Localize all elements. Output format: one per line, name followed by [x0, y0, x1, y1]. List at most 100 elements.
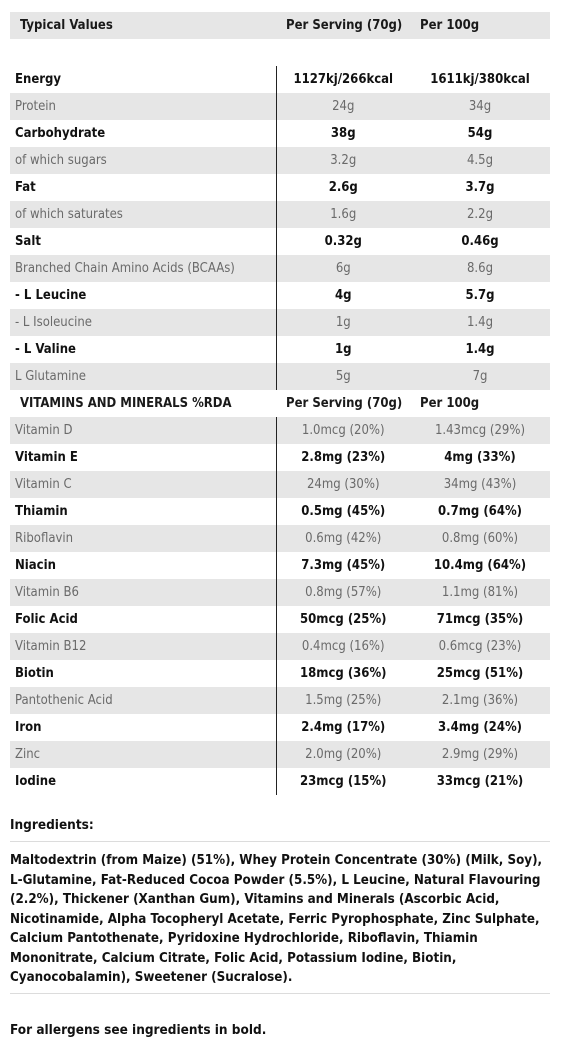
per-serving-value: 3.2g [275, 147, 410, 174]
per-serving-value: 2.6g [275, 174, 410, 201]
per-serving-value: 2.8mg (23%) [275, 444, 410, 471]
per-100g-value: 7g [410, 363, 550, 390]
nutrient-name: Riboflavin [10, 525, 276, 552]
per-100g-value: 8.6g [410, 255, 550, 282]
per-100g-value: 1.4g [465, 342, 495, 357]
allergen-note: For allergens see ingredients in bold. [10, 1022, 267, 1038]
nutrient-name: Zinc [10, 741, 276, 768]
ingredients-divider [10, 841, 550, 842]
table-row: Vitamin B6 0.8mg (57%) 1.1mg (81%) [10, 579, 550, 606]
table-row: of which saturates 1.6g 2.2g [10, 201, 550, 228]
per-serving-value: 2.4mg (17%) [275, 714, 410, 741]
per-100g-value: 4mg (33%) [444, 450, 516, 465]
table-row: Vitamin E 2.8mg (23%) 4mg (33%) [10, 444, 550, 471]
table-row: Iron 2.4mg (17%) 3.4mg (24%) [10, 714, 550, 741]
per-serving-value: 50mcg (25%) [275, 606, 410, 633]
per-serving-value: 0.5mg (45%) [275, 498, 410, 525]
header-typical-values: Typical Values [10, 12, 276, 39]
table-row: Vitamin D 1.0mcg (20%) 1.43mcg (29%) [10, 417, 550, 444]
nutrient-name: Fat [15, 180, 36, 195]
nutrient-name: Folic Acid [15, 612, 78, 627]
per-serving-value: 5g [275, 363, 410, 390]
per-serving-value: 18mcg (36%) [275, 660, 410, 687]
table-header-row: Typical Values Per Serving (70g) Per 100… [10, 12, 550, 39]
vitamins-header-row: VITAMINS AND MINERALS %RDA Per Serving (… [10, 390, 550, 417]
per-serving-value: 1g [275, 336, 410, 363]
nutrient-name: - L Isoleucine [10, 309, 276, 336]
per-100g-value: 0.8mg (60%) [410, 525, 550, 552]
nutrient-name: Vitamin C [10, 471, 276, 498]
per-100g-value: 25mcg (51%) [436, 666, 524, 681]
per-serving-value: 24g [275, 93, 410, 120]
per-100g-value: 54g [467, 126, 493, 141]
per-serving-value: 1127kj/266kcal [275, 66, 410, 93]
nutrient-name: L Glutamine [10, 363, 276, 390]
per-100g-value: 0.7mg (64%) [437, 504, 523, 519]
table-row: Thiamin 0.5mg (45%) 0.7mg (64%) [10, 498, 550, 525]
table-row: Vitamin B12 0.4mcg (16%) 0.6mcg (23%) [10, 633, 550, 660]
per-serving-value: 23mcg (15%) [275, 768, 410, 795]
per-100g-value: 1.43mcg (29%) [410, 417, 550, 444]
per-serving-value: 2.0mg (20%) [275, 741, 410, 768]
allergen-divider [10, 993, 550, 994]
per-100g-value: 3.7g [465, 180, 495, 195]
per-serving-value: 0.8mg (57%) [275, 579, 410, 606]
per-100g-value: 1.1mg (81%) [410, 579, 550, 606]
per-100g-value: 4.5g [410, 147, 550, 174]
header-vitamins-per-serving: Per Serving (70g) [286, 396, 403, 411]
nutrient-name: Vitamin E [15, 450, 78, 465]
per-100g-value: 0.46g [461, 234, 499, 249]
nutrient-name: - L Valine [15, 342, 76, 357]
nutrition-table: Typical Values Per Serving (70g) Per 100… [10, 12, 550, 795]
nutrient-name: Iodine [15, 774, 57, 789]
table-row: Riboflavin 0.6mg (42%) 0.8mg (60%) [10, 525, 550, 552]
header-gap [10, 39, 550, 66]
table-row: - L Leucine 4g 5.7g [10, 282, 550, 309]
per-100g-value: 71mcg (35%) [436, 612, 524, 627]
header-per-100g: Per 100g [410, 12, 550, 39]
per-serving-value: 0.6mg (42%) [275, 525, 410, 552]
table-row: Carbohydrate 38g 54g [10, 120, 550, 147]
per-100g-value: 33mcg (21%) [436, 774, 524, 789]
table-row: Pantothenic Acid 1.5mg (25%) 2.1mg (36%) [10, 687, 550, 714]
nutrient-name: of which sugars [10, 147, 276, 174]
per-serving-value: 0.4mcg (16%) [275, 633, 410, 660]
per-serving-value: 1g [275, 309, 410, 336]
per-100g-value: 10.4mg (64%) [433, 558, 527, 573]
header-vitamins-minerals: VITAMINS AND MINERALS %RDA [20, 396, 232, 411]
per-serving-value: 4g [275, 282, 410, 309]
table-row: Folic Acid 50mcg (25%) 71mcg (35%) [10, 606, 550, 633]
table-row: Salt 0.32g 0.46g [10, 228, 550, 255]
vitamins-table-body: VITAMINS AND MINERALS %RDA Per Serving (… [10, 390, 550, 795]
table-row: of which sugars 3.2g 4.5g [10, 147, 550, 174]
ingredients-title: Ingredients: [10, 817, 94, 833]
per-serving-value: 1.0mcg (20%) [275, 417, 410, 444]
per-100g-value: 5.7g [465, 288, 495, 303]
per-100g-value: 2.2g [410, 201, 550, 228]
table-row: Fat 2.6g 3.7g [10, 174, 550, 201]
per-serving-value: 24mg (30%) [275, 471, 410, 498]
table-row: Branched Chain Amino Acids (BCAAs) 6g 8.6g [10, 255, 550, 282]
per-100g-value: 1611kj/380kcal [430, 72, 530, 87]
table-row: Vitamin C 24mg (30%) 34mg (43%) [10, 471, 550, 498]
table-row: L Glutamine 5g 7g [10, 363, 550, 390]
table-row: Iodine 23mcg (15%) 33mcg (21%) [10, 768, 550, 795]
per-100g-value: 3.4mg (24%) [437, 720, 523, 735]
nutrient-name: Branched Chain Amino Acids (BCAAs) [10, 255, 276, 282]
per-serving-value: 6g [275, 255, 410, 282]
per-100g-value: 1.4g [410, 309, 550, 336]
nutrition-table-body: Typical Values Per Serving (70g) Per 100… [10, 12, 550, 390]
header-per-serving: Per Serving (70g) [276, 12, 410, 39]
nutrient-name: Iron [15, 720, 42, 735]
nutrient-name: Energy [15, 72, 62, 87]
per-100g-value: 2.1mg (36%) [410, 687, 550, 714]
nutrient-name: Protein [10, 93, 276, 120]
nutrient-name: Pantothenic Acid [10, 687, 276, 714]
nutrient-name: Biotin [15, 666, 54, 681]
table-row: Niacin 7.3mg (45%) 10.4mg (64%) [10, 552, 550, 579]
table-row: Zinc 2.0mg (20%) 2.9mg (29%) [10, 741, 550, 768]
header-vitamins-per-100g: Per 100g [420, 396, 480, 411]
table-row: - L Isoleucine 1g 1.4g [10, 309, 550, 336]
per-100g-value: 2.9mg (29%) [410, 741, 550, 768]
per-100g-value: 34mg (43%) [410, 471, 550, 498]
